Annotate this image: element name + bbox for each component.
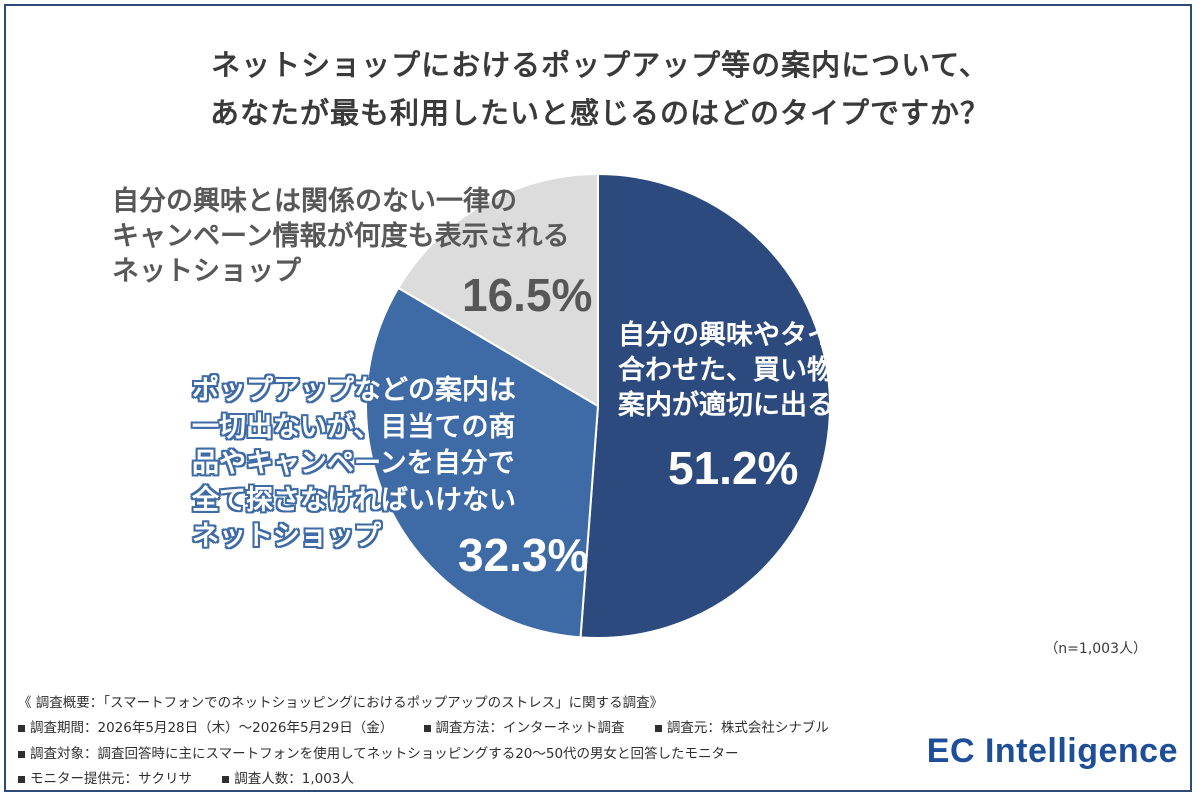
survey-source: 調査元：株式会社シナブル <box>666 720 829 736</box>
survey-count: 調査人数：1,003人 <box>234 771 354 787</box>
slice-label-line: 自分の興味やタイミングに <box>618 320 942 351</box>
pie-slice-personalized <box>579 172 831 639</box>
survey-details-row-2: 調査対象：調査回答時に主にスマートフォンを使用してネットショッピングする20～5… <box>18 742 765 762</box>
sample-size: （n=1,003人） <box>1044 641 1147 657</box>
slice-label-line: キャンペーン情報が何度も表示される <box>112 221 570 252</box>
survey-period: 調査期間：2026年5月28日（木）～2026年5月29日（金） <box>30 720 394 736</box>
survey-target: 調査対象：調査回答時に主にスマートフォンを使用してネットショッピングする20～5… <box>30 746 739 762</box>
pie-slice-one-size-campaign <box>396 172 599 408</box>
slice-label-line: 自分の興味とは関係のない一律の <box>112 186 517 217</box>
bullet-square-icon <box>18 750 25 758</box>
survey-details-row-3: モニター提供元：サクリサ 調査人数：1,003人 <box>18 767 380 787</box>
chart-title-line-2: あなたが最も利用したいと感じるのはどのタイプですか？ <box>209 96 990 130</box>
slice-label-line: ポップアップなどの案内は <box>192 375 516 406</box>
slice-label-line: 合わせた、買い物の参考になる <box>618 355 996 386</box>
slice-label-personalized: 自分の興味やタイミングに 合わせた、買い物の参考になる 案内が適切に出るネットシ… <box>618 318 1023 423</box>
chart-title-line-1: ネットショップにおけるポップアップ等の案内について、 <box>211 48 989 82</box>
monitor-provider: モニター提供元：サクリサ <box>30 771 192 787</box>
survey-details-row-1: 調査期間：2026年5月28日（木）～2026年5月29日（金） 調査方法：イン… <box>18 716 855 736</box>
slice-label-line: 全て探さなければいけない <box>192 484 516 516</box>
slice-label-no-popups: ポップアップなどの案内は 一切出ないが、目当ての商 品やキャンペーンを自分で 全… <box>192 373 516 556</box>
slice-value-one-size-campaign: 16.5% <box>462 269 593 321</box>
pie-slice-no-popups <box>365 286 600 639</box>
bullet-square-icon <box>654 724 662 732</box>
bullet-square-icon <box>18 724 25 732</box>
bullet-square-icon <box>18 775 25 783</box>
slice-label-line: 品やキャンペーンを自分で <box>192 448 515 479</box>
slice-value-no-popups: 32.3% <box>458 529 589 581</box>
chart-frame <box>4 4 1192 792</box>
survey-method: 調査方法：インターネット調査 <box>435 720 625 736</box>
slice-label-line: 一切出ないが、目当ての商 <box>192 411 516 443</box>
slice-label-line: ネットショップ <box>112 256 301 287</box>
slice-value-personalized: 51.2% <box>668 442 799 494</box>
slice-label-line: 案内が適切に出るネットショップ <box>618 390 1023 421</box>
slice-label-line: ネットショップ <box>192 521 381 552</box>
slice-label-one-size-campaign: 自分の興味とは関係のない一律の キャンペーン情報が何度も表示される ネットショッ… <box>112 184 570 289</box>
survey-summary: 《 調査概要：「スマートフォンでのネットショッピングにおけるポップアップのストレ… <box>18 695 664 711</box>
bullet-square-icon <box>423 724 431 732</box>
ec-intelligence-logo: EC Intelligence <box>926 732 1178 770</box>
bullet-square-icon <box>222 775 230 783</box>
